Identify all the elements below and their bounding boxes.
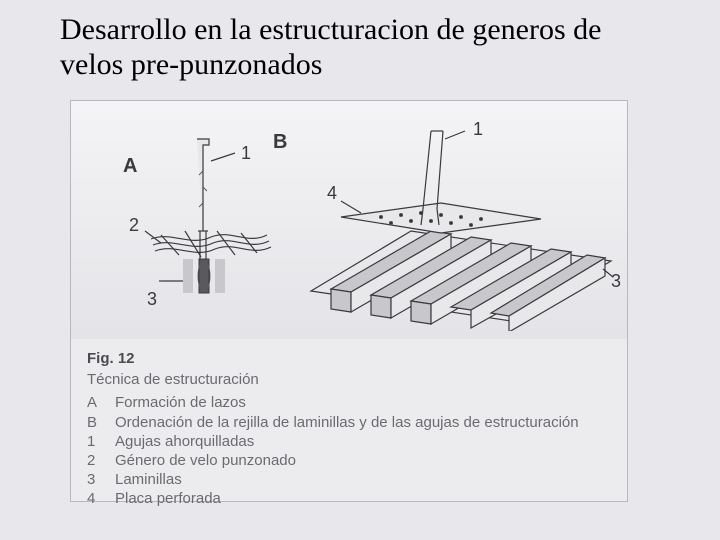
slide: Desarrollo en la estructuracion de gener… <box>0 0 720 540</box>
legend-key: B <box>87 413 115 432</box>
callout-b1: 1 <box>473 119 483 140</box>
legend-key: 1 <box>87 432 115 451</box>
legend-val: Agujas ahorquilladas <box>115 432 617 451</box>
figure-caption-title: Técnica de estructuración <box>87 370 617 389</box>
legend-row: 2Género de velo punzonado <box>87 451 617 470</box>
callout-a3: 3 <box>147 289 157 310</box>
legend-row: AFormación de lazos <box>87 393 617 412</box>
legend-val: Formación de lazos <box>115 393 617 412</box>
callout-b3: 3 <box>611 271 621 292</box>
legend-val: Placa perforada <box>115 489 617 508</box>
diagram-panel-b <box>281 121 621 331</box>
legend-row: BOrdenación de la rejilla de laminillas … <box>87 413 617 432</box>
legend-key: A <box>87 393 115 412</box>
diagram-area: A B <box>71 101 627 339</box>
callout-a1: 1 <box>241 143 251 164</box>
callout-b4: 4 <box>327 183 337 204</box>
callout-a2: 2 <box>129 215 139 236</box>
legend-row: 4Placa perforada <box>87 489 617 508</box>
legend-row: 3Laminillas <box>87 470 617 489</box>
legend-key: 3 <box>87 470 115 489</box>
legend-row: 1Agujas ahorquilladas <box>87 432 617 451</box>
legend-val: Laminillas <box>115 470 617 489</box>
figure-caption: Fig. 12 Técnica de estructuración AForma… <box>87 349 617 509</box>
legend-val: Género de velo punzonado <box>115 451 617 470</box>
legend-val: Ordenación de la rejilla de laminillas y… <box>115 413 617 432</box>
legend-key: 2 <box>87 451 115 470</box>
legend-key: 4 <box>87 489 115 508</box>
figure-number: Fig. 12 <box>87 349 617 368</box>
slide-title: Desarrollo en la estructuracion de gener… <box>60 12 660 83</box>
figure-box: A B <box>70 100 628 502</box>
